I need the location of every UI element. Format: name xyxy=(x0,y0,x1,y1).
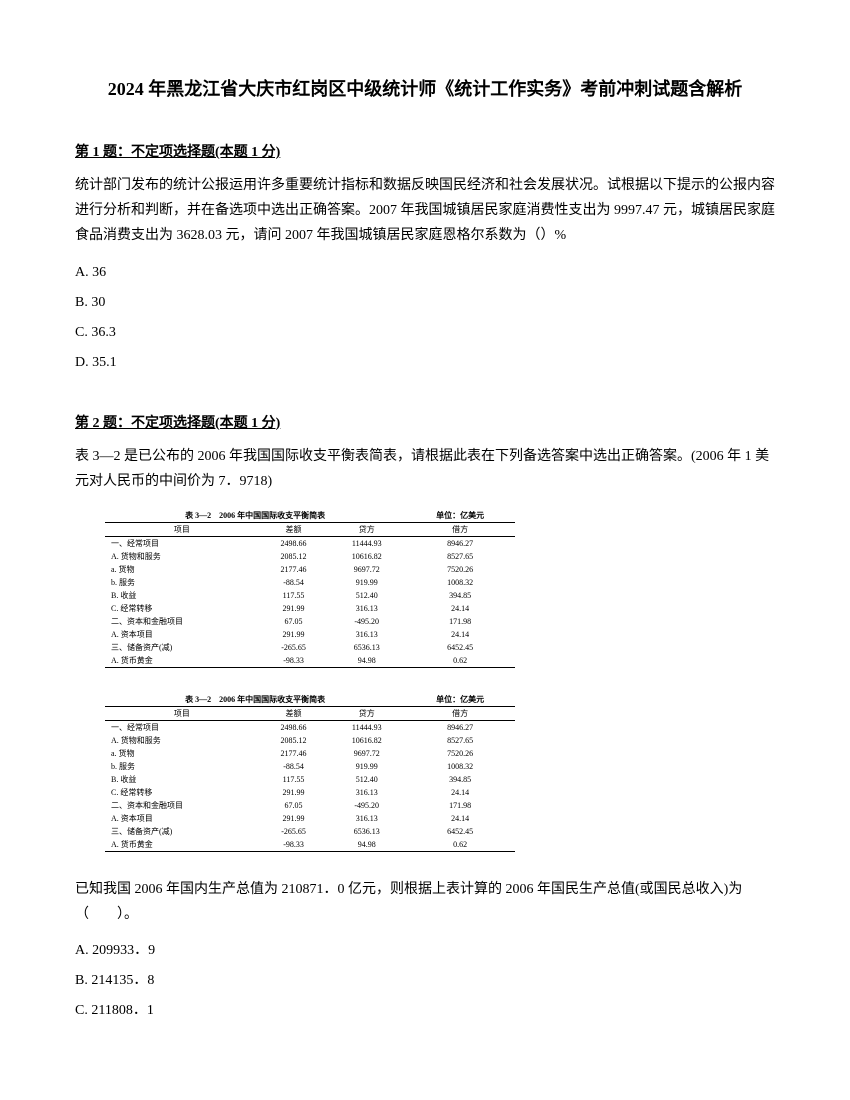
q1-option-d: D. 35.1 xyxy=(75,349,775,377)
table-header-row: 项目 差额 贷方 借方 xyxy=(105,706,515,720)
q1-body: 统计部门发布的统计公报运用许多重要统计指标和数据反映国民经济和社会发展状况。试根… xyxy=(75,173,775,249)
table-caption: 表 3—2 2006 年中国国际收支平衡简表 xyxy=(105,693,405,707)
q2-heading: 第 2 题：不定项选择题(本题 1 分) xyxy=(75,412,775,432)
q1-option-b: B. 30 xyxy=(75,289,775,317)
table-row: C. 经常转移291.99316.1324.14 xyxy=(105,602,515,615)
table-row: B. 收益117.55512.40394.85 xyxy=(105,773,515,786)
table-row: A. 货物和服务2085.1210616.828527.65 xyxy=(105,550,515,563)
table-caption: 表 3—2 2006 年中国国际收支平衡简表 xyxy=(105,509,405,523)
table-unit: 单位：亿美元 xyxy=(405,509,515,523)
table-row: b. 服务-88.54919.991008.32 xyxy=(105,576,515,589)
q2-option-a: A. 209933．9 xyxy=(75,937,775,965)
q2-body-2: 已知我国 2006 年国内生产总值为 210871．0 亿元，则根据上表计算的 … xyxy=(75,877,775,927)
table-row: A. 资本项目291.99316.1324.14 xyxy=(105,812,515,825)
q2-option-b: B. 214135．8 xyxy=(75,967,775,995)
table-row: 一、经常项目2498.6611444.938946.27 xyxy=(105,720,515,734)
th-0: 项目 xyxy=(105,706,259,720)
th-2: 贷方 xyxy=(328,522,405,536)
page-title: 2024 年黑龙江省大庆市红岗区中级统计师《统计工作实务》考前冲刺试题含解析 xyxy=(75,75,775,101)
q2-body-1: 表 3—2 是已公布的 2006 年我国国际收支平衡表简表，请根据此表在下列备选… xyxy=(75,444,775,494)
table-row: b. 服务-88.54919.991008.32 xyxy=(105,760,515,773)
th-3: 借方 xyxy=(405,706,515,720)
table-header-row: 项目 差额 贷方 借方 xyxy=(105,522,515,536)
th-0: 项目 xyxy=(105,522,259,536)
th-3: 借方 xyxy=(405,522,515,536)
table-row: A. 资本项目291.99316.1324.14 xyxy=(105,628,515,641)
table-row: a. 货物2177.469697.727520.26 xyxy=(105,563,515,576)
table-row: a. 货物2177.469697.727520.26 xyxy=(105,747,515,760)
table-row: A. 货物和服务2085.1210616.828527.65 xyxy=(105,734,515,747)
th-1: 差额 xyxy=(259,522,329,536)
q1-option-c: C. 36.3 xyxy=(75,319,775,347)
table-row: 三、储备资产(减)-265.656536.136452.45 xyxy=(105,641,515,654)
question-1: 第 1 题：不定项选择题(本题 1 分) 统计部门发布的统计公报运用许多重要统计… xyxy=(75,141,775,377)
q1-heading: 第 1 题：不定项选择题(本题 1 分) xyxy=(75,141,775,161)
balance-table-2: 表 3—2 2006 年中国国际收支平衡简表 单位：亿美元 项目 差额 贷方 借… xyxy=(105,693,515,852)
q2-option-c: C. 211808．1 xyxy=(75,997,775,1025)
balance-table-1: 表 3—2 2006 年中国国际收支平衡简表 单位：亿美元 项目 差额 贷方 借… xyxy=(105,509,515,668)
table-row: 一、经常项目2498.6611444.938946.27 xyxy=(105,536,515,550)
th-1: 差额 xyxy=(259,706,329,720)
table-row: A. 货币黄金-98.3394.980.62 xyxy=(105,654,515,668)
table-row: 二、资本和金融项目67.05-495.20171.98 xyxy=(105,799,515,812)
question-2: 第 2 题：不定项选择题(本题 1 分) 表 3—2 是已公布的 2006 年我… xyxy=(75,412,775,1026)
th-2: 贷方 xyxy=(328,706,405,720)
table-row: A. 货币黄金-98.3394.980.62 xyxy=(105,838,515,852)
table-row: B. 收益117.55512.40394.85 xyxy=(105,589,515,602)
table-row: C. 经常转移291.99316.1324.14 xyxy=(105,786,515,799)
table-row: 二、资本和金融项目67.05-495.20171.98 xyxy=(105,615,515,628)
table-unit: 单位：亿美元 xyxy=(405,693,515,707)
table-row: 三、储备资产(减)-265.656536.136452.45 xyxy=(105,825,515,838)
q1-option-a: A. 36 xyxy=(75,259,775,287)
